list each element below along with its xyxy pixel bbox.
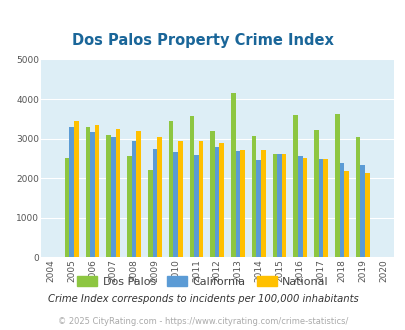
Bar — [210, 131, 214, 257]
Text: © 2025 CityRating.com - https://www.cityrating.com/crime-statistics/: © 2025 CityRating.com - https://www.city… — [58, 317, 347, 326]
Bar — [297, 156, 302, 257]
Bar — [260, 150, 265, 257]
Bar — [177, 141, 182, 257]
Bar — [230, 93, 235, 257]
Bar — [157, 137, 161, 257]
Bar — [168, 121, 173, 257]
Bar — [90, 132, 95, 257]
Bar — [69, 127, 74, 257]
Bar — [173, 152, 177, 257]
Bar — [293, 115, 297, 257]
Bar — [194, 155, 198, 257]
Bar — [127, 156, 132, 257]
Bar — [65, 158, 69, 257]
Bar — [132, 141, 136, 257]
Text: Crime Index corresponds to incidents per 100,000 inhabitants: Crime Index corresponds to incidents per… — [47, 294, 358, 304]
Bar — [360, 165, 364, 257]
Bar — [323, 159, 327, 257]
Bar — [85, 127, 90, 257]
Bar — [256, 160, 260, 257]
Bar — [334, 114, 339, 257]
Bar — [189, 115, 194, 257]
Bar — [214, 147, 219, 257]
Bar — [115, 129, 120, 257]
Legend: Dos Palos, California, National: Dos Palos, California, National — [72, 271, 333, 291]
Bar — [152, 149, 157, 257]
Bar — [95, 125, 99, 257]
Bar — [364, 174, 369, 257]
Bar — [339, 163, 343, 257]
Bar — [148, 170, 152, 257]
Bar — [74, 121, 79, 257]
Bar — [343, 171, 348, 257]
Bar — [136, 131, 141, 257]
Bar — [111, 137, 115, 257]
Bar — [355, 137, 360, 257]
Bar — [277, 154, 281, 257]
Bar — [272, 154, 277, 257]
Bar — [251, 136, 256, 257]
Bar — [235, 151, 240, 257]
Bar — [318, 159, 323, 257]
Bar — [106, 135, 111, 257]
Text: Dos Palos Property Crime Index: Dos Palos Property Crime Index — [72, 33, 333, 48]
Bar — [198, 141, 203, 257]
Bar — [219, 143, 224, 257]
Bar — [313, 130, 318, 257]
Bar — [240, 150, 244, 257]
Bar — [302, 158, 307, 257]
Bar — [281, 154, 286, 257]
